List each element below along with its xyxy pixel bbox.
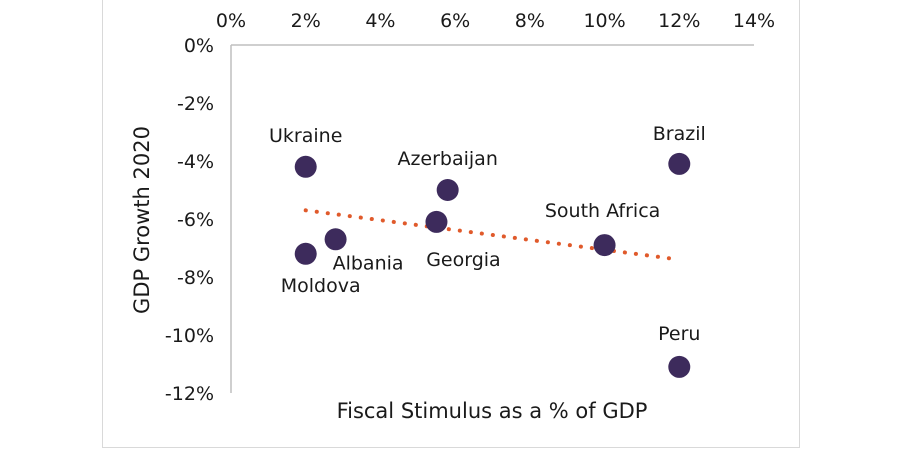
point-label-moldova: Moldova [281,275,361,297]
point-peru [668,355,691,378]
y-tick-label: -6% [177,209,214,231]
point-albania [324,228,347,251]
y-tick-label: 0% [184,35,214,57]
y-tick-label: -10% [165,325,214,347]
y-axis-title: GDP Growth 2020 [130,126,154,314]
point-south-africa [593,234,616,257]
y-tick-label: -2% [177,93,214,115]
trendline [303,208,682,262]
x-tick-label: 2% [291,10,321,32]
point-label-brazil: Brazil [653,123,706,145]
y-tick-label: -12% [165,383,214,405]
point-label-albania: Albania [333,252,404,274]
x-tick-label: 8% [515,10,545,32]
x-tick-label: 12% [658,10,700,32]
axes: 0% 2% 4% 6% 8% 10% 12% 14% 0% -2% -4% -6% -8% -10% -12… [165,10,775,405]
point-brazil [668,152,691,175]
x-tick-label: 4% [365,10,395,32]
y-tick-label: -4% [177,151,214,173]
point-label-ukraine: Ukraine [269,125,342,147]
point-label-peru: Peru [658,323,700,345]
point-label-azerbaijan: Azerbaijan [397,148,497,170]
point-azerbaijan [436,179,459,201]
x-tick-label: 6% [440,10,470,32]
point-ukraine [294,155,317,178]
y-tick-label: -8% [177,267,214,289]
trendline-layer [303,208,682,262]
points-layer [294,152,691,378]
x-tick-label: 14% [733,10,775,32]
point-moldova [294,242,317,265]
point-label-south-africa: South Africa [545,200,660,222]
x-tick-label: 10% [583,10,625,32]
x-axis-title: Fiscal Stimulus as a % of GDP [337,399,648,423]
point-georgia [425,210,448,233]
point-label-georgia: Georgia [426,249,501,271]
x-tick-label: 0% [216,10,246,32]
